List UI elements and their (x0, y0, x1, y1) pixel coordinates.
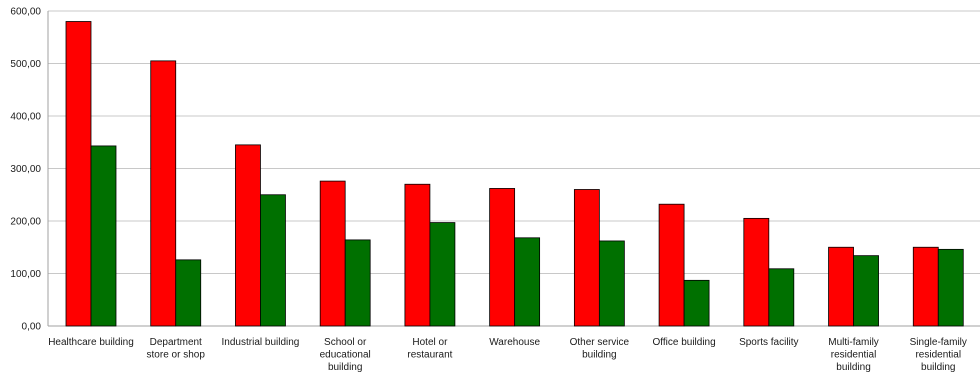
x-category-label: School or educational building (320, 337, 371, 373)
bar (514, 237, 541, 327)
bar (175, 259, 202, 327)
x-category-label: Sports facility (739, 337, 798, 348)
bar (150, 60, 177, 327)
bar (235, 144, 261, 327)
x-category-label: Multi-family residential building (828, 337, 879, 373)
bar (573, 189, 600, 327)
y-tick-label: 400,00 (10, 112, 41, 123)
bar-layer (65, 21, 964, 327)
bar (319, 180, 346, 327)
x-category-label: Office building (652, 337, 715, 348)
bar (598, 240, 625, 327)
bar (743, 217, 770, 327)
bar (404, 183, 431, 327)
y-tick-label: 300,00 (10, 164, 41, 175)
y-tick-label: 0,00 (22, 322, 42, 333)
bar (828, 246, 854, 327)
y-tick-label: 100,00 (10, 269, 41, 280)
y-tick-label: 600,00 (10, 7, 41, 18)
bar (260, 194, 286, 327)
bar (912, 246, 939, 327)
bar (768, 268, 795, 327)
x-category-label: Warehouse (489, 337, 540, 348)
y-tick-label: 500,00 (10, 59, 41, 70)
bar (683, 279, 710, 327)
x-category-label: Other service building (570, 337, 630, 361)
x-category-label: Healthcare building (48, 337, 134, 348)
bar (658, 203, 685, 327)
x-category-label: Single-family residential building (910, 337, 967, 373)
bar (344, 239, 371, 327)
bar (937, 248, 964, 327)
y-axis-ticks: 0,00 100,00 200,00 300,00 400,00 500,00 600,00 (10, 7, 41, 333)
bar (853, 255, 879, 327)
bar (65, 21, 92, 327)
bar (90, 145, 117, 327)
x-category-label: Department store or shop (147, 337, 206, 361)
y-tick-label: 200,00 (10, 217, 41, 228)
x-category-label: Industrial building (222, 337, 300, 348)
x-category-label: Hotel or restaurant (407, 337, 452, 361)
bar (489, 188, 516, 327)
x-axis-categories: Healthcare building Department store or sh… (48, 337, 967, 373)
bar (429, 222, 456, 327)
